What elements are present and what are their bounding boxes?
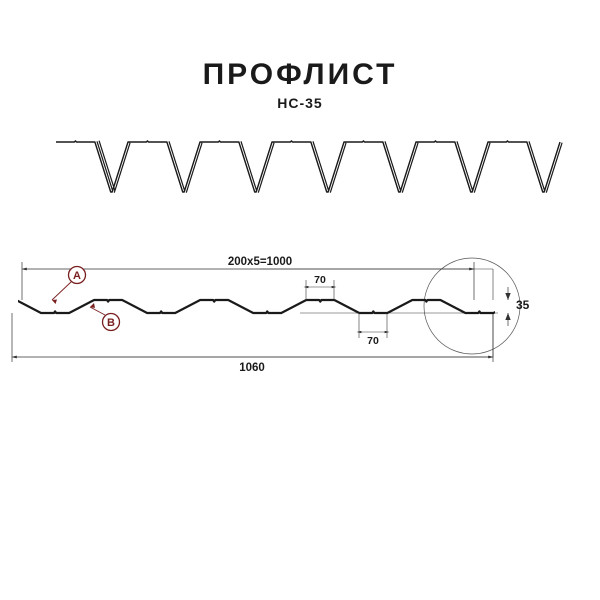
svg-text:1060: 1060 xyxy=(239,362,265,374)
svg-text:35: 35 xyxy=(516,298,530,312)
svg-text:70: 70 xyxy=(314,274,326,286)
svg-text:B: B xyxy=(107,317,115,329)
svg-text:200x5=1000: 200x5=1000 xyxy=(228,256,292,268)
svg-text:A: A xyxy=(73,270,81,282)
svg-text:70: 70 xyxy=(367,335,379,347)
